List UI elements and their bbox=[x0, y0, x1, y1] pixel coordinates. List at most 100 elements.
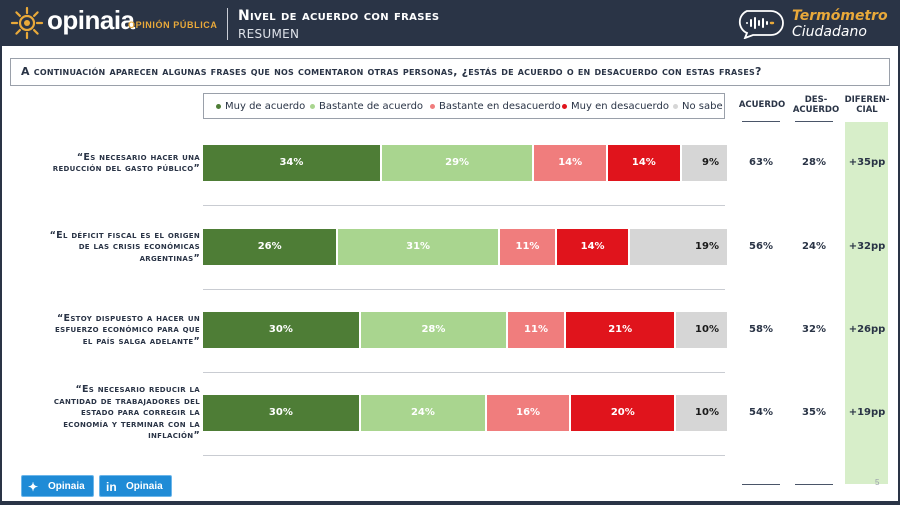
diferencial-value: +26pp bbox=[848, 324, 886, 335]
page-title: Nivel de acuerdo con frases bbox=[238, 8, 440, 24]
acuerdo-value: 58% bbox=[749, 324, 773, 335]
legend-item-bastante-en-desacuerdo: Bastante en desacuerdo bbox=[430, 101, 561, 112]
row-label-line: de las crisis económicas bbox=[78, 241, 200, 253]
linkedin-button[interactable]: in Opinaia bbox=[99, 475, 172, 497]
bar-value-label: 34% bbox=[279, 157, 304, 168]
bar-value-label: 29% bbox=[445, 157, 470, 168]
legend-label: Muy de acuerdo bbox=[225, 101, 306, 112]
desacuerdo-value: 32% bbox=[802, 324, 826, 335]
column-rule bbox=[795, 121, 833, 122]
column-rule bbox=[742, 121, 780, 122]
row-label-line: economía y terminar con la bbox=[63, 418, 200, 430]
column-header-label: DES- bbox=[804, 95, 828, 105]
row-label-line: esfuerzo económico para que bbox=[55, 324, 200, 336]
bar-segment: 20% bbox=[571, 395, 675, 431]
row-label-line: el país salga adelante” bbox=[82, 335, 200, 347]
question-text: A continuación aparecen algunas frases q… bbox=[10, 58, 890, 86]
legend: Muy de acuerdo Bastante de acuerdo Basta… bbox=[203, 93, 725, 119]
bar-segment: 11% bbox=[499, 229, 556, 265]
column-header-label: ACUERDO bbox=[738, 100, 786, 110]
header: opinaia OPINIÓN PÚBLICA Nivel de acuerdo… bbox=[0, 0, 900, 46]
content-panel: A continuación aparecen algunas frases q… bbox=[2, 46, 898, 501]
bar-value-label: 11% bbox=[515, 241, 540, 252]
bar-segment: 26% bbox=[203, 229, 337, 265]
bar-value-label: 30% bbox=[268, 324, 293, 335]
bar-segment: 29% bbox=[381, 145, 533, 181]
bar-segment: 34% bbox=[203, 145, 380, 181]
bar-segment: 14% bbox=[608, 145, 680, 181]
desacuerdo-value: 35% bbox=[802, 407, 826, 418]
speech-bubble-icon bbox=[738, 10, 784, 39]
row-label-line: “Estoy dispuesto a hacer un bbox=[56, 312, 200, 324]
row-label-line: “El déficit fiscal es el origen bbox=[49, 229, 200, 241]
desacuerdo-value: 24% bbox=[802, 241, 826, 252]
logo-text: opinaia bbox=[47, 5, 135, 35]
bar-segment: 30% bbox=[203, 312, 359, 348]
acuerdo-value: 63% bbox=[749, 157, 773, 168]
bar-segment: 16% bbox=[487, 395, 570, 431]
bar-segment: 10% bbox=[676, 312, 727, 348]
row-label: “Estoy dispuesto a hacer un esfuerzo econ… bbox=[12, 313, 200, 348]
bar-value-label: 14% bbox=[558, 157, 583, 168]
column-header-acuerdo: ACUERDO bbox=[737, 100, 787, 110]
column-header-label: ACUERDO bbox=[792, 105, 840, 115]
column-header-label: DIFEREN- bbox=[844, 95, 890, 105]
bar-value-label: 30% bbox=[268, 407, 293, 418]
bar-segment: 28% bbox=[360, 312, 507, 348]
legend-label: Bastante de acuerdo bbox=[319, 101, 424, 112]
column-rule bbox=[742, 484, 780, 485]
desacuerdo-value: 28% bbox=[802, 157, 826, 168]
row-label-line: cantidad de trabajadores del bbox=[53, 395, 200, 407]
page-number: 5 bbox=[875, 478, 880, 487]
bar-value-label: 14% bbox=[631, 157, 656, 168]
bar-value-label: 31% bbox=[406, 241, 431, 252]
bar-value-label: 21% bbox=[608, 324, 633, 335]
column-header-diferencial: DIFEREN- CIAL bbox=[842, 95, 892, 115]
legend-swatch bbox=[310, 103, 315, 109]
bar-value-label: 10% bbox=[695, 407, 719, 418]
logo-subtext: OPINIÓN PÚBLICA bbox=[128, 20, 218, 30]
legend-swatch bbox=[430, 103, 435, 109]
row-label-line: inflación” bbox=[148, 430, 200, 442]
row-label-line: “Es necesario hacer una bbox=[76, 151, 200, 163]
brand-line-1: Termómetro bbox=[792, 8, 888, 24]
bar-segment: 11% bbox=[508, 312, 564, 348]
legend-label: No sabe bbox=[682, 101, 723, 112]
legend-swatch bbox=[562, 103, 567, 109]
bar-segment: 9% bbox=[681, 145, 727, 181]
bar-segment: 10% bbox=[676, 395, 727, 431]
page-subtitle: RESUMEN bbox=[238, 27, 300, 41]
column-rule bbox=[795, 484, 833, 485]
bar-value-label: 14% bbox=[580, 241, 605, 252]
legend-swatch bbox=[216, 103, 221, 109]
diferencial-value: +19pp bbox=[848, 407, 886, 418]
legend-label: Muy en desacuerdo bbox=[571, 101, 669, 112]
row-separator bbox=[203, 289, 725, 290]
linkedin-icon: in bbox=[106, 480, 117, 494]
bar-segment: 14% bbox=[534, 145, 606, 181]
bar-segment: 24% bbox=[360, 395, 486, 431]
acuerdo-value: 56% bbox=[749, 241, 773, 252]
row-separator bbox=[203, 455, 725, 456]
row-label: “Es necesario reducir la cantidad de trab… bbox=[12, 384, 200, 442]
acuerdo-value: 54% bbox=[749, 407, 773, 418]
legend-item-no-sabe: No sabe bbox=[673, 101, 723, 112]
linkedin-label: Opinaia bbox=[126, 481, 163, 492]
twitter-label: Opinaia bbox=[48, 481, 85, 492]
legend-item-muy-de-acuerdo: Muy de acuerdo bbox=[216, 101, 305, 112]
header-divider bbox=[227, 8, 228, 40]
brand-line-2: Ciudadano bbox=[792, 24, 867, 40]
diferencial-value: +32pp bbox=[848, 241, 886, 252]
legend-swatch bbox=[673, 103, 678, 109]
bar-segment: 31% bbox=[338, 229, 498, 265]
column-header-desacuerdo: DES- ACUERDO bbox=[791, 95, 841, 115]
bar-segment: 14% bbox=[557, 229, 629, 265]
row-separator bbox=[203, 205, 725, 206]
bar-value-label: 11% bbox=[524, 324, 548, 335]
row-separator bbox=[203, 372, 725, 373]
row-label-line: reducción del gasto público” bbox=[52, 163, 200, 174]
bar-value-label: 24% bbox=[410, 407, 435, 418]
bar-value-label: 9% bbox=[702, 157, 719, 168]
row-label-line: estado para corregir la bbox=[80, 407, 200, 419]
twitter-button[interactable]: ✦ Opinaia bbox=[21, 475, 94, 497]
